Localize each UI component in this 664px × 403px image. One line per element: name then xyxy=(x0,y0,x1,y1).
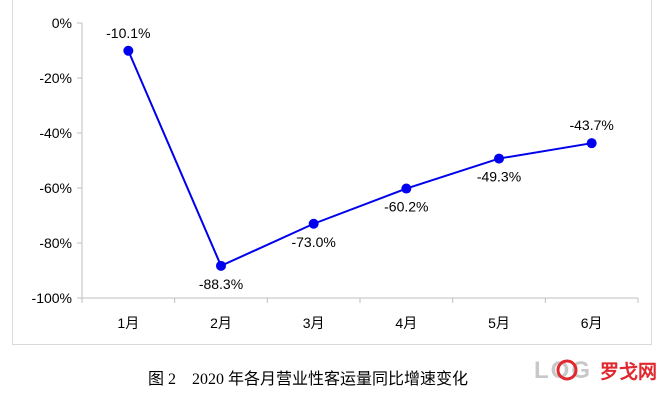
watermark-logo: LOG 罗戈网 xyxy=(534,357,657,384)
data-point xyxy=(216,260,226,271)
x-axis-ticks: 1月 2月 3月 4月 5月 6月 xyxy=(81,298,639,331)
data-label: -73.0% xyxy=(291,234,335,250)
series-line xyxy=(127,50,592,268)
chart-frame xyxy=(12,0,652,345)
data-point xyxy=(494,153,504,164)
figure-caption: 图 2 2020 年各月营业性客运量同比增速变化 xyxy=(148,371,469,388)
data-label: -43.7% xyxy=(569,117,613,133)
x-tick-label: 6月 xyxy=(581,315,603,331)
y-tick-label: 0% xyxy=(52,15,72,31)
data-point xyxy=(308,218,319,229)
data-label: -49.3% xyxy=(477,169,521,185)
data-labels: -10.1% -88.3% -73.0% -60.2% -49.3% -43.7% xyxy=(106,25,614,292)
y-tick-label: -100% xyxy=(32,290,72,306)
x-tick-label: 4月 xyxy=(395,315,417,331)
data-point xyxy=(586,138,597,149)
x-tick-label: 3月 xyxy=(303,315,325,331)
data-label: -60.2% xyxy=(384,199,428,215)
y-tick-label: -20% xyxy=(39,70,72,86)
y-axis-ticks: 0% -20% -40% -60% -80% -100% xyxy=(32,15,82,306)
line-chart: 0% -20% -40% -60% -80% -100% 1月 2月 3月 4月 5月 6月 -10… xyxy=(32,15,639,331)
y-tick-label: -60% xyxy=(39,180,72,196)
x-tick-label: 5月 xyxy=(488,315,510,331)
data-point xyxy=(401,183,412,194)
y-tick-label: -80% xyxy=(39,235,72,251)
watermark-ring-icon xyxy=(556,359,578,381)
watermark-text: 罗戈网 xyxy=(600,361,657,383)
x-tick-label: 1月 xyxy=(117,315,139,331)
data-label: -88.3% xyxy=(199,276,243,292)
data-point xyxy=(123,45,134,56)
data-label: -10.1% xyxy=(106,25,150,41)
y-tick-label: -40% xyxy=(39,125,72,141)
data-points xyxy=(123,45,597,271)
x-tick-label: 2月 xyxy=(210,315,232,331)
